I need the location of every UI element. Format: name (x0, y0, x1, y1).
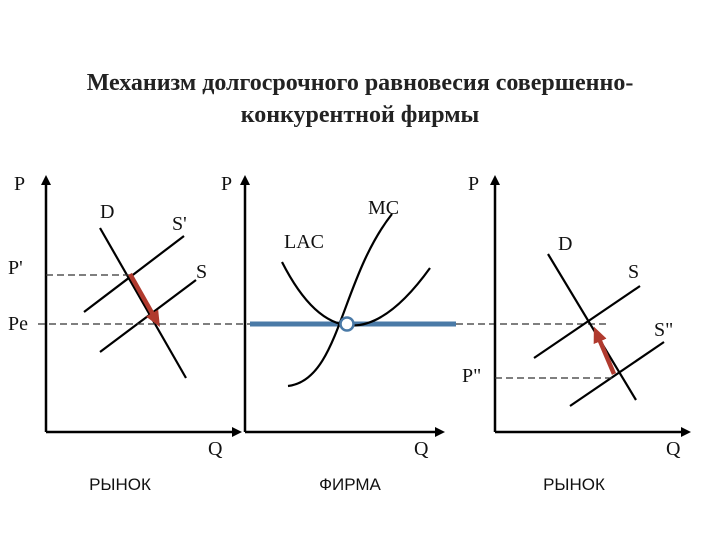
market-right-x-axis-label: Q (666, 438, 681, 460)
market-left-panel: P Q D S' S P' Pe (8, 173, 242, 460)
market-right-shift-arrow (593, 326, 617, 375)
firm-x-axis-label: Q (414, 438, 429, 460)
market-right-caption: РЫНОК (543, 475, 605, 494)
firm-y-axis-label: P (221, 173, 232, 195)
market-left-shift-arrow (128, 272, 160, 327)
market-left-demand-label: D (100, 201, 114, 223)
market-right-supply-label: S (628, 261, 639, 283)
page-title-line1: Механизм долгосрочного равновесия соверш… (87, 70, 634, 96)
market-left-supply-new-label: S' (172, 213, 187, 235)
market-left-high-price-label: P' (8, 257, 23, 279)
market-left-demand-curve (99, 227, 187, 379)
market-left-supply-label: S (196, 261, 207, 283)
market-right-y-axis-label: P (468, 173, 479, 195)
firm-lac-label: LAC (284, 231, 324, 253)
market-right-low-price-label: P" (462, 365, 481, 387)
market-left-y-axis-label: P (14, 173, 25, 195)
market-left-x-axis-label: Q (208, 438, 223, 460)
market-right-panel: P Q D S S" P" (462, 173, 691, 460)
market-left-supply-curve (99, 279, 197, 353)
market-right-supply-curve (533, 285, 641, 359)
firm-equilibrium-point (339, 316, 355, 332)
market-right-supply-new-curve (569, 341, 665, 407)
firm-panel: P Q MC LAC (221, 173, 456, 460)
page-title-line2: конкурентной фирмы (241, 102, 480, 128)
market-right-supply-new-label: S" (654, 319, 673, 341)
market-left-eq-price-label: Pe (8, 313, 28, 335)
market-left-supply-new-curve (83, 235, 185, 313)
firm-caption: ФИРМА (319, 475, 381, 494)
market-right-demand-label: D (558, 233, 572, 255)
market-right-demand-curve (547, 253, 637, 401)
firm-lac-curve (281, 261, 431, 327)
market-left-caption: РЫНОК (89, 475, 151, 494)
firm-mc-label: MC (368, 197, 399, 219)
